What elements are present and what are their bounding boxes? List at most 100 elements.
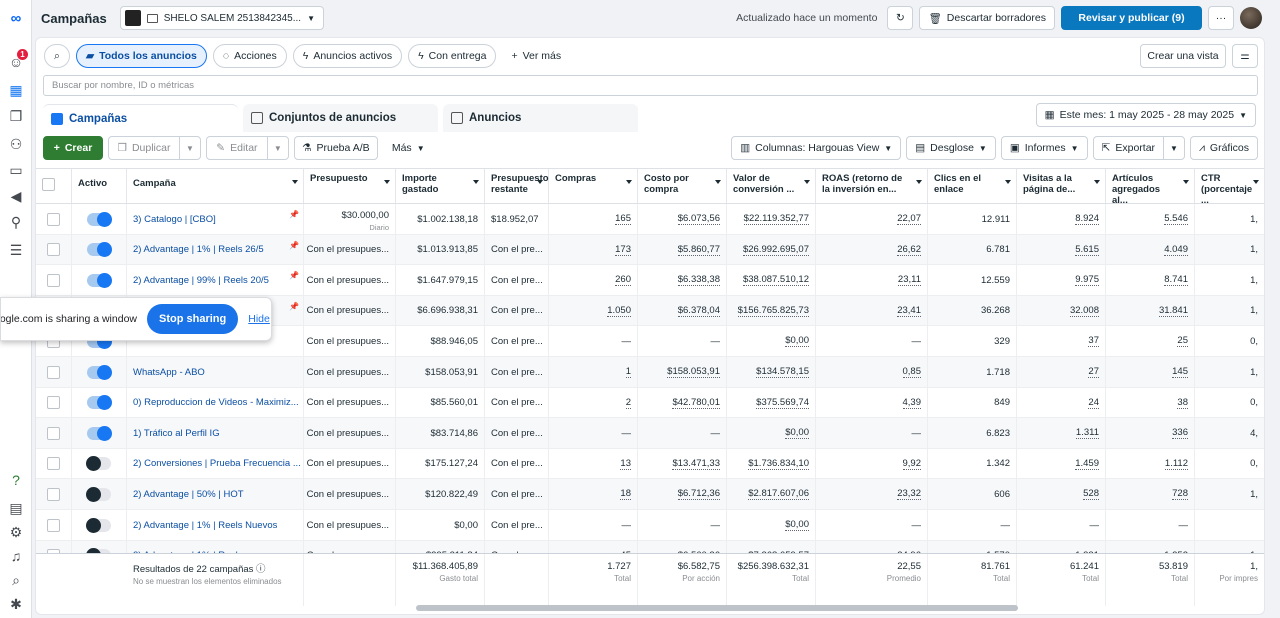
delivery-toggle[interactable] — [87, 395, 112, 411]
horizontal-scrollbar[interactable] — [416, 605, 1018, 611]
tab-ads[interactable]: Anuncios — [443, 104, 638, 132]
stop-sharing-button[interactable]: Stop sharing — [147, 304, 239, 334]
breakdown-button[interactable]: ▤ Desglose ▼ — [906, 136, 996, 160]
duplicate-button[interactable]: ❐ Duplicar — [108, 136, 180, 160]
cell-name[interactable] — [127, 326, 304, 357]
reports-button[interactable]: ▣ Informes ▼ — [1000, 136, 1088, 160]
tab-ad-sets[interactable]: Conjuntos de anuncios — [243, 104, 438, 132]
delivery-toggle[interactable] — [87, 211, 112, 227]
network-icon[interactable]: ⚲ — [10, 213, 22, 230]
see-more-button[interactable]: + Ver más — [511, 50, 562, 62]
cell-name[interactable]: 2) Advantage | 1% | Reels Nuevos — [127, 510, 304, 540]
column-header-visits[interactable]: Visitas a la página de... — [1017, 169, 1106, 203]
campaigns-table-icon[interactable]: ▦ — [9, 81, 23, 98]
hide-share-bar-link[interactable]: Hide — [248, 313, 270, 325]
bell-icon[interactable]: ♫ — [10, 548, 22, 564]
table-row[interactable]: 2) Advantage | 1% | Reels 26/5 📌 Con el pr… — [36, 234, 1264, 266]
row-checkbox[interactable] — [47, 212, 60, 226]
cell-name[interactable]: 3) Catalogo | [CBO] 📌 — [127, 204, 304, 234]
column-header-name[interactable]: Campaña — [127, 169, 304, 203]
columns-button[interactable]: ▥ Columnas: Hargouas View ▼ — [731, 136, 902, 160]
ab-test-button[interactable]: ⚗ Prueba A/B — [293, 136, 378, 160]
row-checkbox[interactable] — [47, 457, 60, 471]
reports-icon[interactable]: ▤ — [9, 499, 23, 516]
table-row[interactable]: WhatsApp - ABO Con el presupues... $158.05… — [36, 357, 1264, 388]
column-header-cpp[interactable]: Costo por compra — [638, 169, 727, 203]
table-row[interactable]: 0) Reproduccion de Videos - Maximiz... Co… — [36, 387, 1264, 419]
column-header-on[interactable]: Activo — [72, 169, 127, 203]
table-row[interactable]: Con el presupues... $88.946,05 Con el pre.… — [36, 326, 1264, 357]
column-header-budget[interactable]: Presupuesto — [304, 169, 396, 203]
column-header-clicks[interactable]: Clics en el enlace — [928, 169, 1017, 203]
search-icon[interactable]: ⌕ — [12, 571, 20, 588]
menu-icon[interactable]: ☰ — [9, 241, 23, 258]
row-checkbox[interactable] — [47, 426, 60, 440]
delivery-toggle[interactable] — [86, 517, 111, 533]
table-row[interactable]: 2) Advantage | 99% | Reels 20/5 📌 Con el p… — [36, 265, 1264, 296]
create-view-button[interactable]: Crear una vista — [1140, 44, 1226, 68]
column-header-purchases[interactable]: Compras — [549, 169, 638, 203]
duplicate-dropdown[interactable]: ▼ — [180, 136, 201, 160]
tab-campaigns[interactable]: Campañas — [43, 104, 238, 132]
delivery-toggle[interactable] — [87, 272, 112, 288]
delivery-toggle[interactable] — [87, 425, 112, 441]
column-header-spent[interactable]: Importe gastado — [396, 169, 485, 203]
meta-logo-icon[interactable]: ∞ — [10, 9, 22, 27]
cell-name[interactable]: WhatsApp - ABO — [127, 357, 304, 387]
cell-name[interactable]: 1) Tráfico al Perfil IG — [127, 418, 304, 449]
search-input[interactable]: Buscar por nombre, ID o métricas — [43, 75, 1258, 96]
filter-with-delivery[interactable]: ϟ Con entrega — [408, 44, 497, 68]
avatar[interactable] — [1240, 7, 1262, 29]
filter-actions[interactable]: ◌ Acciones — [212, 44, 287, 68]
select-all-checkbox[interactable] — [42, 178, 55, 191]
discard-drafts-button[interactable]: 🗑 Descartar borradores — [919, 6, 1055, 30]
delivery-toggle[interactable] — [86, 456, 111, 472]
filter-active-ads[interactable]: ϟ Anuncios activos — [292, 44, 403, 68]
pages-icon[interactable]: ❐ — [9, 107, 23, 124]
megaphone-icon[interactable]: ◀ — [10, 187, 22, 204]
filter-settings-button[interactable]: ⚌ — [1232, 44, 1258, 68]
bug-icon[interactable]: ✱ — [10, 595, 22, 612]
row-checkbox[interactable] — [47, 365, 60, 379]
delivery-toggle[interactable] — [87, 364, 112, 380]
settings-icon[interactable]: ⚙ — [9, 523, 23, 540]
column-header-remaining[interactable]: Presupuesto restante — [485, 169, 549, 203]
cell-name[interactable]: 2) Advantage | 50% | HOT — [127, 479, 304, 510]
review-publish-button[interactable]: Revisar y publicar (9) — [1061, 6, 1202, 30]
column-header-ctr[interactable]: CTR (porcentaje ... — [1195, 169, 1264, 206]
refresh-button[interactable]: ↻ — [887, 6, 914, 30]
table-row[interactable]: 2) Advantage | 50% | HOT Con el presupues… — [36, 479, 1264, 510]
table-row[interactable]: 1) Tráfico al Perfil IG Con el presupues.… — [36, 418, 1264, 449]
row-checkbox[interactable] — [47, 487, 60, 501]
row-checkbox[interactable] — [47, 396, 60, 410]
billing-icon[interactable]: ▭ — [9, 161, 23, 178]
cell-name[interactable]: 0) Reproduccion de Videos - Maximiz... — [127, 387, 304, 418]
row-checkbox[interactable] — [47, 518, 60, 532]
column-header-roas[interactable]: ROAS (retorno de la inversión en... — [816, 169, 928, 203]
search-toggle-button[interactable]: ⌕ — [44, 44, 70, 68]
table-row[interactable]: 2) Advantage | 1% | Reels Nuevos Con el p… — [36, 510, 1264, 541]
help-icon[interactable]: ? — [12, 472, 20, 488]
create-button[interactable]: + Crear — [43, 136, 103, 160]
more-options-button[interactable]: ··· — [1208, 6, 1234, 30]
account-selector[interactable]: SHELO SALEM 2513842345... ▼ — [119, 6, 324, 30]
export-dropdown[interactable]: ▼ — [1164, 136, 1185, 160]
charts-button[interactable]: ⩘ Gráficos — [1189, 136, 1258, 160]
column-header-cart[interactable]: Artículos agregados al... — [1106, 169, 1195, 206]
cell-name[interactable]: 2) Advantage | 1% | Reels 26/5 📌 — [127, 234, 304, 265]
table-row[interactable]: 2) Conversiones | Prueba Frecuencia ... C… — [36, 448, 1264, 480]
more-button[interactable]: Más ▼ — [391, 142, 425, 154]
delivery-toggle[interactable] — [86, 486, 111, 502]
edit-button[interactable]: ✎ Editar — [205, 136, 268, 160]
column-header-value[interactable]: Valor de conversión ... — [727, 169, 816, 203]
filter-all-ads[interactable]: ▰ Todos los anuncios — [76, 44, 207, 68]
notifications-icon[interactable]: ☺ 1 — [6, 49, 28, 72]
row-checkbox[interactable] — [47, 273, 60, 287]
cell-name[interactable]: 2) Advantage | 99% | Reels 20/5 📌 — [127, 265, 304, 296]
edit-dropdown[interactable]: ▼ — [267, 136, 289, 160]
delivery-toggle[interactable] — [87, 242, 112, 258]
date-range-picker[interactable]: ▦ Este mes: 1 may 2025 - 28 may 2025 ▼ — [1035, 103, 1256, 127]
table-row[interactable]: 3) Catalogo | [CBO] 📌 $30.000,00 Diario $1.0… — [36, 204, 1264, 235]
audiences-icon[interactable]: ⚇ — [9, 135, 23, 152]
export-button[interactable]: ⇱ Exportar — [1092, 136, 1165, 160]
